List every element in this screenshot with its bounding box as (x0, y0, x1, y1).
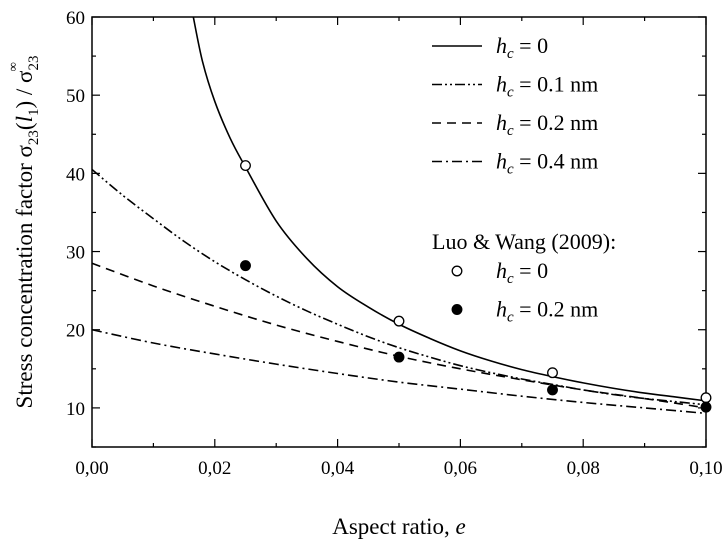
legend-marker-swatch-0 (451, 265, 463, 277)
legend-marker-swatch-1 (451, 304, 463, 315)
x-tick-label: 0,02 (198, 458, 231, 479)
scatter-point-0-1 (393, 315, 405, 327)
x-tick-label: 0,00 (75, 458, 108, 479)
scatter-point-0-0 (240, 160, 251, 171)
scatter-point-0-3 (700, 392, 712, 404)
legend: hc = 0 hc = 0.1 nm hc = 0.2 nm hc = 0.4 nm L… (432, 33, 616, 326)
y-tick-label: 50 (66, 86, 85, 107)
x-axis-title: Aspect ratio, e (332, 514, 465, 539)
legend-label-3: hc = 0.4 nm (496, 149, 598, 178)
legend-scatter-label-0: hc = 0 (496, 258, 548, 287)
legend-scatter-label-1: hc = 0.2 nm (496, 297, 598, 326)
x-tick-label: 0,06 (444, 458, 477, 479)
legend-scatter-title: Luo & Wang (2009): (432, 229, 616, 254)
y-axis-title: Stress concentration factor σ23(l1) / σ2… (5, 56, 42, 409)
axes: 0,00 0,02 0,04 0,06 0,08 0,10 10 20 30 40 50 60 Aspe… (5, 8, 723, 539)
y-tick-label: 20 (66, 321, 85, 342)
y-tick-label: 60 (66, 8, 85, 29)
y-tick-label: 30 (66, 243, 85, 264)
scatter-point-1-3 (700, 401, 712, 413)
series-line-0 (192, 17, 706, 402)
marker-layer (240, 160, 712, 413)
legend-label-2: hc = 0.2 nm (496, 110, 598, 139)
scatter-point-1-0 (240, 260, 251, 272)
x-tick-label: 0,08 (567, 458, 600, 479)
series-line-1 (92, 168, 706, 406)
x-tick-label: 0,10 (689, 458, 722, 479)
x-tick-label: 0,04 (321, 458, 355, 479)
scatter-point-0-2 (547, 367, 558, 379)
legend-label-1: hc = 0.1 nm (496, 72, 598, 101)
y-tick-label: 40 (66, 164, 85, 185)
scatter-point-1-1 (393, 351, 405, 363)
scatter-point-1-2 (547, 384, 558, 396)
series-line-3 (92, 328, 706, 415)
series-line-2 (92, 262, 706, 409)
legend-label-0: hc = 0 (496, 33, 548, 62)
y-tick-label: 10 (66, 399, 85, 420)
